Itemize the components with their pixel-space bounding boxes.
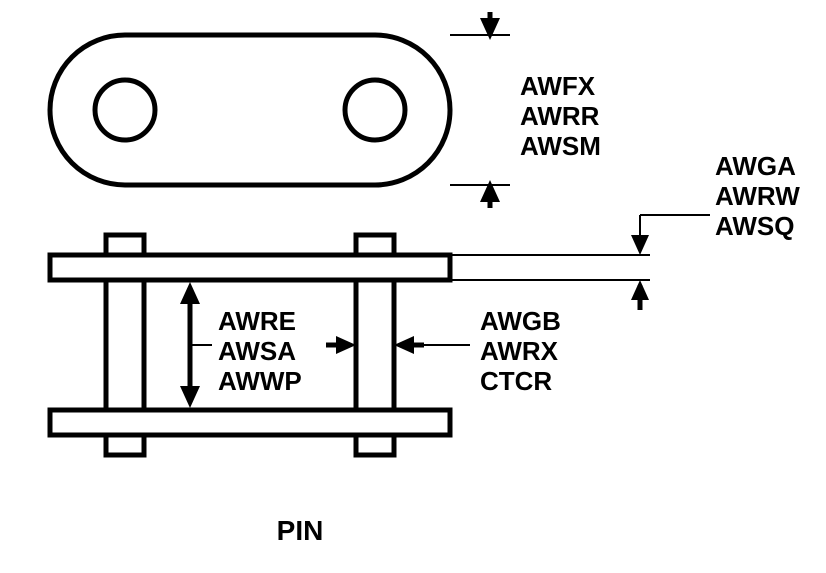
dim-height-label-1: AWFX xyxy=(520,71,596,101)
dim-height-label-2: AWRR xyxy=(520,101,600,131)
dim-plate-thickness-label-1: AWGA xyxy=(715,151,796,181)
dim-between-plates-label-2: AWSA xyxy=(218,336,296,366)
link-plate-top-view xyxy=(50,35,450,185)
dim-height-arrows xyxy=(480,12,500,208)
dim-pin-width-label-3: CTCR xyxy=(480,366,552,396)
dim-plate-thickness-arrows xyxy=(631,235,649,310)
dim-pin-width-label-2: AWRX xyxy=(480,336,559,366)
dim-height-label-3: AWSM xyxy=(520,131,601,161)
dim-plate-thickness-label-2: AWRW xyxy=(715,181,800,211)
diagram-title: PIN xyxy=(277,515,324,546)
dim-between-plates-label-1: AWRE xyxy=(218,306,296,336)
dim-pin-width-label-1: AWGB xyxy=(480,306,561,336)
dim-between-plates-arrows xyxy=(180,282,212,408)
dim-pin-width-arrows xyxy=(326,336,470,354)
dim-between-plates-label-3: AWWP xyxy=(218,366,302,396)
pin-diagram: AWFX AWRR AWSM AWGA AWRW AWSQ xyxy=(0,0,826,573)
dim-plate-thickness-label-3: AWSQ xyxy=(715,211,794,241)
